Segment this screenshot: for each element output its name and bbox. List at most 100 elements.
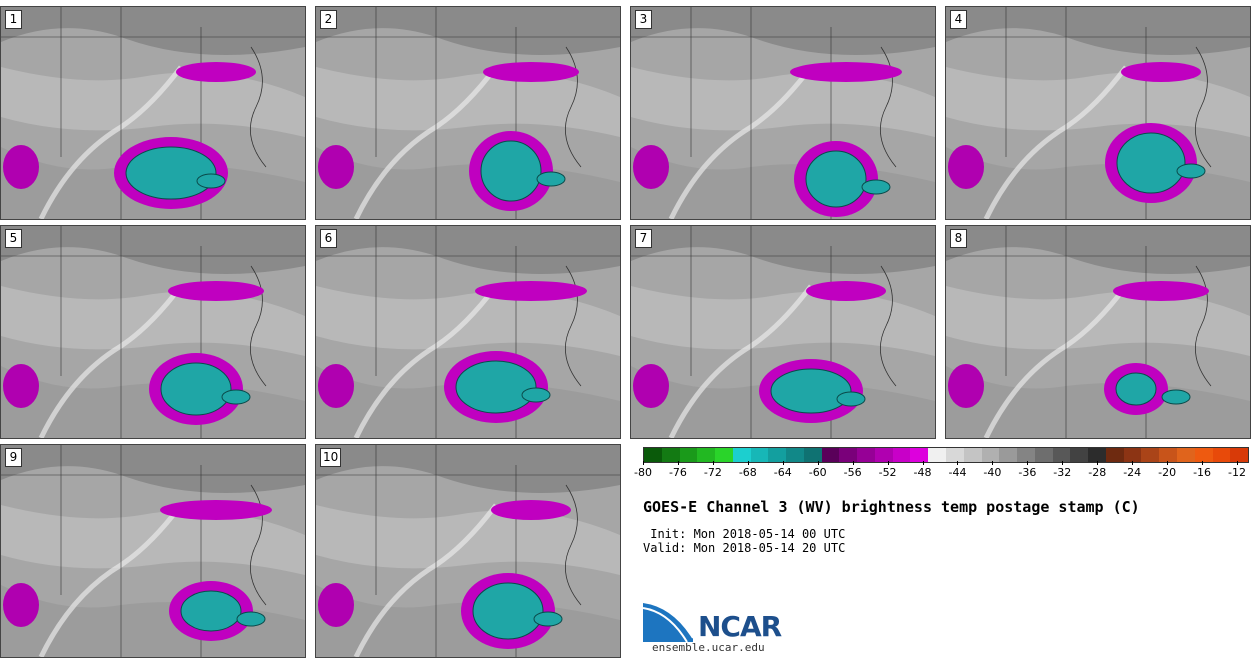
wv-map: [316, 226, 620, 438]
website-url[interactable]: ensemble.ucar.edu: [652, 641, 765, 654]
colorbar-tick: [1237, 461, 1238, 465]
wv-map: [1, 445, 305, 657]
stamp-number-label: 1: [5, 10, 22, 29]
colorbar-segment: [1212, 448, 1231, 462]
colorbar: [643, 447, 1249, 463]
colorbar-segment: [644, 448, 662, 462]
wv-map: [946, 226, 1250, 438]
colorbar-segment: [661, 448, 680, 462]
postage-stamp-7: 7: [630, 225, 936, 439]
wv-map: [631, 7, 935, 219]
colorbar-tick: [887, 461, 889, 465]
colorbar-segment: [732, 448, 751, 462]
colorbar-tick: [1097, 461, 1099, 465]
colorbar-segment: [874, 448, 893, 462]
colorbar-segment: [963, 448, 982, 462]
colorbar-tick-label: -56: [843, 466, 862, 479]
colorbar-tick: [1062, 461, 1064, 465]
colorbar-segment: [999, 448, 1018, 462]
colorbar-tick: [1167, 461, 1169, 465]
postage-stamp-1: 1: [0, 6, 306, 220]
postage-stamp-4: 4: [945, 6, 1251, 220]
colorbar-tick-label: -44: [948, 466, 967, 479]
colorbar-tick-label: -36: [1018, 466, 1037, 479]
colorbar-segment: [679, 448, 698, 462]
ncar-swoosh-icon: [642, 601, 694, 643]
colorbar-tick: [1027, 461, 1029, 465]
colorbar-segment: [821, 448, 840, 462]
colorbar-tick-label: -20: [1158, 466, 1177, 479]
colorbar-segment: [892, 448, 911, 462]
stamp-number-label: 10: [320, 448, 342, 467]
colorbar-segment: [715, 448, 733, 462]
colorbar-tick: [747, 461, 749, 465]
colorbar-tick-label: -48: [913, 466, 932, 479]
wv-map: [1, 7, 305, 219]
colorbar-segment: [1070, 448, 1089, 462]
colorbar-tick-label: -28: [1088, 466, 1107, 479]
colorbar-tick: [677, 461, 679, 465]
stamp-number-label: 7: [635, 229, 652, 248]
postage-stamp-9: 9: [0, 444, 306, 658]
colorbar-ticks: -80 -76 -72 -68 -64 -60 -56 -52 -48 -44 -40 -36 -32 -…: [634, 461, 1247, 481]
colorbar-segment: [981, 448, 1000, 462]
colorbar-segment: [857, 448, 875, 462]
wv-map: [316, 445, 620, 657]
init-time: Init: Mon 2018-05-14 00 UTC: [643, 527, 846, 541]
colorbar-tick: [922, 461, 924, 465]
colorbar-segment: [1230, 448, 1249, 462]
colorbar-segment: [1194, 448, 1213, 462]
colorbar-segment: [768, 448, 787, 462]
colorbar-tick: [957, 461, 959, 465]
stamp-number-label: 4: [950, 10, 967, 29]
colorbar-tick: [992, 461, 994, 465]
stamp-number-label: 5: [5, 229, 22, 248]
colorbar-segment: [1176, 448, 1195, 462]
valid-time: Valid: Mon 2018-05-14 20 UTC: [643, 541, 846, 555]
colorbar-tick-label: -40: [983, 466, 1002, 479]
colorbar-tick-label: -72: [703, 466, 722, 479]
postage-stamp-3: 3: [630, 6, 936, 220]
colorbar-segment: [1034, 448, 1053, 462]
colorbar-segment: [1123, 448, 1142, 462]
stamp-number-label: 9: [5, 448, 22, 467]
colorbar-tick-label: -52: [878, 466, 897, 479]
figure-title: GOES-E Channel 3 (WV) brightness temp po…: [643, 498, 1140, 516]
colorbar-segment: [946, 448, 964, 462]
postage-stamp-8: 8: [945, 225, 1251, 439]
postage-stamp-2: 2: [315, 6, 621, 220]
postage-stamp-6: 6: [315, 225, 621, 439]
colorbar-tick: [1132, 461, 1134, 465]
postage-stamp-5: 5: [0, 225, 306, 439]
stamp-number-label: 6: [320, 229, 337, 248]
colorbar-segment: [1017, 448, 1035, 462]
colorbar-tick-label: -64: [773, 466, 792, 479]
colorbar-tick-label: -80: [634, 466, 652, 479]
wv-map: [631, 226, 935, 438]
colorbar-tick-label: -60: [808, 466, 827, 479]
colorbar-segment: [1159, 448, 1177, 462]
colorbar-tick-label: -16: [1193, 466, 1212, 479]
ncar-logo: NCAR: [642, 600, 793, 643]
stamp-number-label: 2: [320, 10, 337, 29]
colorbar-tick: [712, 461, 714, 465]
stamp-number-label: 3: [635, 10, 652, 29]
wv-map: [316, 7, 620, 219]
colorbar-tick-label: -24: [1123, 466, 1142, 479]
wv-map: [1, 226, 305, 438]
colorbar-tick: [817, 461, 819, 465]
colorbar-tick-label: -12: [1228, 466, 1246, 479]
colorbar-segment: [803, 448, 822, 462]
colorbar-segment: [839, 448, 858, 462]
colorbar-segment: [910, 448, 929, 462]
colorbar-segment: [1088, 448, 1106, 462]
colorbar-tick-label: -76: [668, 466, 687, 479]
colorbar-segment: [1052, 448, 1071, 462]
colorbar-segment: [928, 448, 947, 462]
colorbar-segment: [786, 448, 804, 462]
colorbar-tick: [782, 461, 784, 465]
stamp-number-label: 8: [950, 229, 967, 248]
colorbar-tick-label: -32: [1053, 466, 1072, 479]
colorbar-tick: [852, 461, 854, 465]
ncar-wordmark: NCAR: [698, 610, 782, 643]
